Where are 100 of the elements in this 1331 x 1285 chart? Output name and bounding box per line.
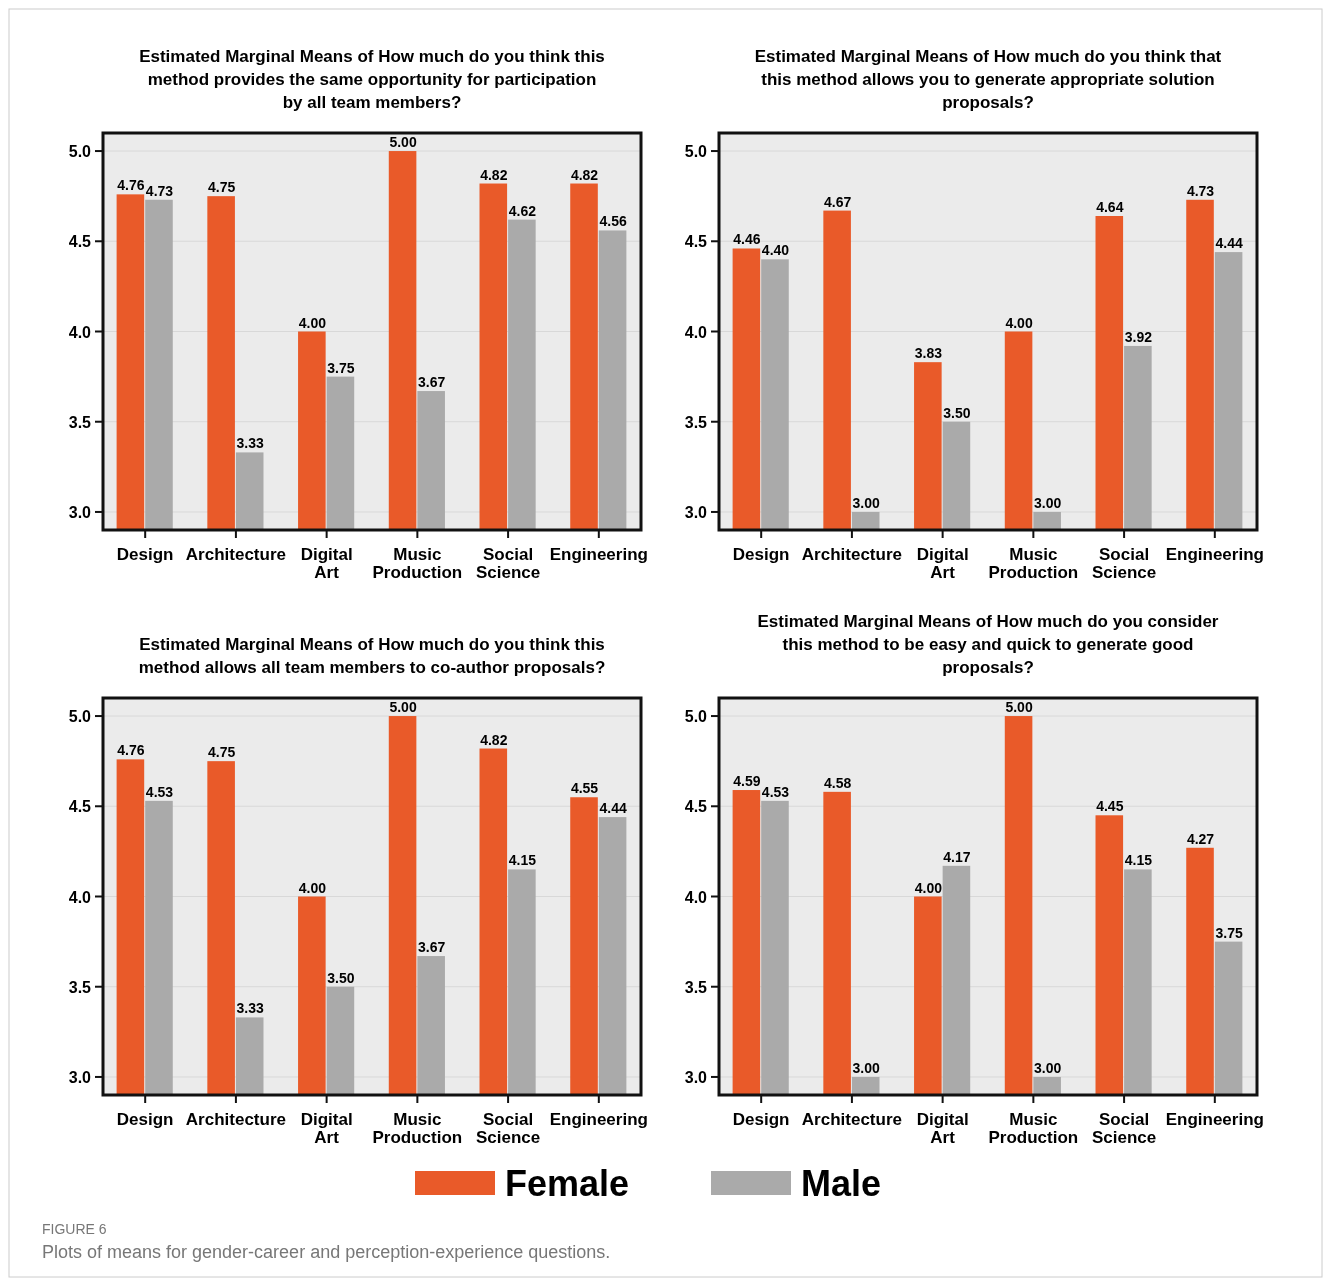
x-tick-label: Engineering <box>549 1110 648 1129</box>
x-tick-label: Music Production <box>988 1110 1079 1147</box>
data-label: 4.40 <box>761 242 790 259</box>
data-label: 4.00 <box>914 879 943 896</box>
y-tick-label: 3.5 <box>684 413 708 431</box>
data-label: 5.00 <box>1005 699 1033 716</box>
data-label: 4.00 <box>298 314 327 331</box>
data-label: 4.59 <box>733 773 761 790</box>
x-tick-label: Design <box>116 1110 174 1129</box>
data-label: 4.46 <box>733 231 761 248</box>
data-label: 4.45 <box>1096 798 1124 815</box>
caption: FIGURE 6 <box>42 1221 107 1237</box>
x-tick-label: Music Production <box>372 545 463 582</box>
x-tick-label: Engineering <box>1165 545 1264 564</box>
x-tick-label: Social Science <box>475 545 541 582</box>
x-tick-label: Social Science <box>1091 1110 1157 1147</box>
x-tick-label: Design <box>732 1110 790 1129</box>
x-tick-label: Design <box>732 545 790 564</box>
x-tick-label: Architecture <box>185 1110 286 1129</box>
data-label: 4.62 <box>508 202 537 219</box>
y-tick-label: 3.0 <box>68 503 92 521</box>
chart-title: Estimated Marginal Means of How much do you consider this method to be easy and quick to generate good proposals? <box>757 612 1219 677</box>
data-label: 4.53 <box>761 783 790 800</box>
y-tick-label: 4.0 <box>68 323 92 341</box>
data-label: 4.44 <box>1215 235 1243 252</box>
data-label: 4.64 <box>1096 199 1124 216</box>
x-tick-label: Social Science <box>475 1110 541 1147</box>
x-tick-label: Digital Art <box>916 1110 969 1147</box>
x-tick-label: Digital Art <box>300 1110 353 1147</box>
y-tick-label: 4.0 <box>684 323 708 341</box>
data-label: 3.00 <box>852 494 881 511</box>
data-label: 4.73 <box>145 182 174 199</box>
data-label: 4.58 <box>824 774 852 791</box>
x-tick-label: Music Production <box>372 1110 463 1147</box>
y-tick-label: 4.5 <box>684 798 708 816</box>
data-label: 3.50 <box>327 969 355 986</box>
chart-title: Estimated Marginal Means of How much do you think this method allows all team members to co-author proposals? <box>138 635 606 677</box>
data-label: 3.00 <box>1034 1059 1062 1076</box>
y-tick-label: 5.0 <box>684 143 708 161</box>
text: Plots of means for gender-career and perception-experience questions. <box>42 1242 611 1262</box>
data-label: 4.75 <box>208 179 236 196</box>
data-label: 4.00 <box>1005 314 1033 331</box>
x-tick-label: Social Science <box>1091 545 1157 582</box>
data-label: 3.33 <box>236 435 265 452</box>
x-tick-label: Music Production <box>988 545 1079 582</box>
x-tick-label: Architecture <box>185 545 286 564</box>
data-label: 3.00 <box>852 1059 881 1076</box>
y-tick-label: 3.5 <box>68 413 92 431</box>
y-tick-label: 5.0 <box>684 708 708 726</box>
data-label: 3.67 <box>418 939 446 956</box>
data-label: 4.55 <box>570 780 599 797</box>
x-tick-label: Engineering <box>549 545 648 564</box>
data-label: 3.92 <box>1124 328 1153 345</box>
y-tick-label: 4.5 <box>684 233 708 251</box>
data-label: 4.27 <box>1186 830 1215 847</box>
y-tick-label: 4.0 <box>68 888 92 906</box>
x-tick-label: Architecture <box>801 1110 902 1129</box>
x-tick-label: Digital Art <box>916 545 969 582</box>
data-label: 4.73 <box>1186 182 1215 199</box>
data-label: 3.00 <box>1034 494 1062 511</box>
data-label: 4.44 <box>599 800 627 817</box>
y-tick-label: 4.0 <box>684 888 708 906</box>
chart-title: Estimated Marginal Means of How much do you think this method provides the same opportunity for participation by all team members? <box>139 47 605 112</box>
data-label: 3.75 <box>327 359 355 376</box>
y-tick-label: 3.0 <box>68 1068 92 1086</box>
data-label: 4.82 <box>480 166 508 183</box>
x-tick-label: Digital Art <box>300 545 353 582</box>
data-label: 3.67 <box>418 374 446 391</box>
y-tick-label: 3.5 <box>68 978 92 996</box>
data-label: 3.75 <box>1215 924 1243 941</box>
data-label: 4.67 <box>824 193 852 210</box>
x-tick-label: Design <box>116 545 174 564</box>
y-tick-label: 3.0 <box>684 503 708 521</box>
legend-label: Male <box>801 1163 882 1204</box>
data-label: 3.50 <box>943 404 971 421</box>
data-label: 4.75 <box>208 744 236 761</box>
data-label: 4.56 <box>599 213 627 230</box>
data-label: 4.53 <box>145 783 174 800</box>
data-label: 4.15 <box>1124 852 1153 869</box>
y-tick-label: 4.5 <box>68 798 92 816</box>
data-label: 5.00 <box>389 699 417 716</box>
x-tick-label: Architecture <box>801 545 902 564</box>
data-label: 4.15 <box>508 852 537 869</box>
data-label: 4.76 <box>117 742 145 759</box>
y-tick-label: 3.0 <box>684 1068 708 1086</box>
y-tick-label: 5.0 <box>68 143 92 161</box>
chart-title: Estimated Marginal Means of How much do you think that this method allows you to generate appropriate solution proposals? <box>754 47 1222 112</box>
data-label: 3.33 <box>236 1000 265 1017</box>
data-label: 4.76 <box>117 177 145 194</box>
legend-label: Female <box>505 1163 630 1204</box>
data-label: 4.17 <box>943 848 971 865</box>
data-label: 4.82 <box>570 166 599 183</box>
y-tick-label: 5.0 <box>68 708 92 726</box>
y-tick-label: 4.5 <box>68 233 92 251</box>
data-label: 5.00 <box>389 134 417 151</box>
y-tick-label: 3.5 <box>684 978 708 996</box>
x-tick-label: Engineering <box>1165 1110 1264 1129</box>
data-label: 3.83 <box>914 345 943 362</box>
data-label: 4.82 <box>480 731 508 748</box>
data-label: 4.00 <box>298 879 327 896</box>
